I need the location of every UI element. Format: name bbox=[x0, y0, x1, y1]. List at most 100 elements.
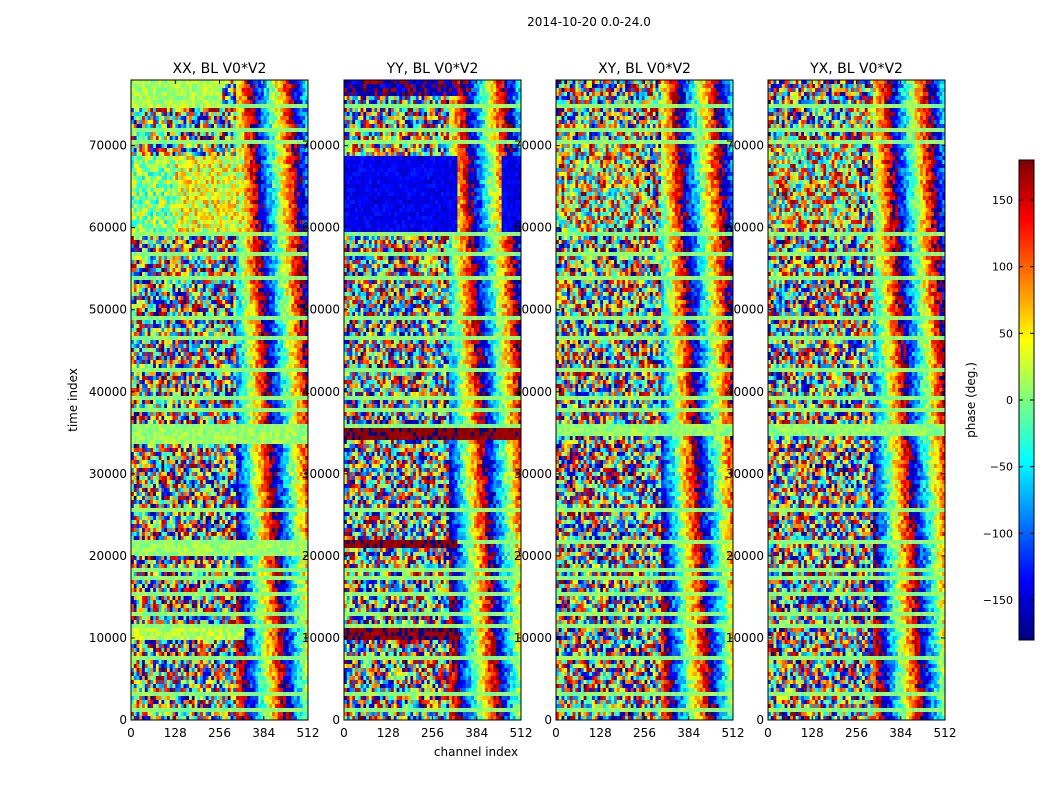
heatmap-cell bbox=[208, 148, 211, 152]
heatmap-cell bbox=[267, 132, 270, 136]
heatmap-cell bbox=[178, 120, 181, 124]
heatmap-cell bbox=[239, 132, 242, 136]
heatmap-cell bbox=[186, 144, 189, 148]
heatmap-cell bbox=[275, 112, 278, 116]
heatmap-cell bbox=[294, 124, 297, 128]
heatmap-cell bbox=[159, 128, 162, 132]
heatmap-cell bbox=[159, 96, 162, 100]
heatmap-cell bbox=[208, 108, 211, 112]
heatmap-cell bbox=[236, 88, 239, 92]
heatmap-cell bbox=[186, 136, 189, 140]
heatmap-cell bbox=[222, 92, 225, 96]
heatmap-cell bbox=[137, 112, 140, 116]
heatmap-cell bbox=[228, 144, 231, 148]
heatmap-cell bbox=[161, 120, 164, 124]
heatmap-cell bbox=[233, 104, 236, 108]
heatmap-cell bbox=[164, 96, 167, 100]
heatmap-cell bbox=[242, 80, 245, 84]
heatmap-cell bbox=[211, 100, 214, 104]
heatmap-cell bbox=[253, 132, 256, 136]
heatmap-cell bbox=[250, 116, 253, 120]
heatmap-cell bbox=[170, 108, 173, 112]
heatmap-cell bbox=[275, 92, 278, 96]
heatmap-cell bbox=[186, 84, 189, 88]
heatmap-cell bbox=[137, 84, 140, 88]
heatmap-cell bbox=[300, 120, 303, 124]
heatmap-cell bbox=[220, 88, 223, 92]
heatmap-cell bbox=[167, 112, 170, 116]
heatmap-cell bbox=[172, 96, 175, 100]
heatmap-cell bbox=[233, 92, 236, 96]
heatmap-cell bbox=[272, 136, 275, 140]
heatmap-cell bbox=[278, 104, 281, 108]
heatmap-cell bbox=[145, 120, 148, 124]
heatmap-cell bbox=[164, 132, 167, 136]
heatmap-cell bbox=[175, 96, 178, 100]
heatmap-cell bbox=[269, 148, 272, 152]
heatmap-cell bbox=[175, 144, 178, 148]
heatmap-cell bbox=[192, 140, 195, 144]
heatmap-cell bbox=[178, 132, 181, 136]
heatmap-cell bbox=[142, 108, 145, 112]
heatmap-cell bbox=[269, 136, 272, 140]
heatmap-cell bbox=[233, 140, 236, 144]
heatmap-cell bbox=[200, 124, 203, 128]
heatmap-cell bbox=[164, 140, 167, 144]
heatmap-cell bbox=[161, 140, 164, 144]
heatmap-cell bbox=[137, 132, 140, 136]
heatmap-cell bbox=[283, 84, 286, 88]
heatmap-cell bbox=[134, 92, 137, 96]
heatmap-cell bbox=[186, 112, 189, 116]
heatmap-cell bbox=[278, 96, 281, 100]
heatmap-cell bbox=[225, 92, 228, 96]
heatmap-cell bbox=[139, 92, 142, 96]
heatmap-cell bbox=[148, 96, 151, 100]
heatmap-cell bbox=[139, 100, 142, 104]
heatmap-cell bbox=[267, 120, 270, 124]
heatmap-cell bbox=[159, 116, 162, 120]
heatmap-cell bbox=[222, 84, 225, 88]
heatmap-cell bbox=[150, 144, 153, 148]
heatmap-cell bbox=[170, 116, 173, 120]
heatmap-cell bbox=[186, 92, 189, 96]
heatmap-cell bbox=[184, 128, 187, 132]
heatmap-cell bbox=[250, 104, 253, 108]
heatmap-cell bbox=[239, 128, 242, 132]
heatmap-cell bbox=[272, 148, 275, 152]
heatmap-cell bbox=[167, 108, 170, 112]
heatmap-cell bbox=[161, 108, 164, 112]
heatmap-cell bbox=[192, 84, 195, 88]
heatmap-cell bbox=[189, 124, 192, 128]
heatmap-cell bbox=[145, 84, 148, 88]
heatmap-cell bbox=[233, 132, 236, 136]
heatmap-cell bbox=[228, 116, 231, 120]
heatmap-cell bbox=[267, 108, 270, 112]
heatmap-cell bbox=[302, 120, 305, 124]
heatmap-cell bbox=[181, 128, 184, 132]
heatmap-cell bbox=[255, 136, 258, 140]
heatmap-cell bbox=[148, 112, 151, 116]
heatmap-cell bbox=[145, 104, 148, 108]
heatmap-cell bbox=[153, 108, 156, 112]
heatmap-cell bbox=[206, 140, 209, 144]
heatmap-cell bbox=[228, 104, 231, 108]
heatmap-cell bbox=[275, 88, 278, 92]
heatmap-cell bbox=[267, 88, 270, 92]
heatmap-cell bbox=[184, 108, 187, 112]
heatmap-cell bbox=[161, 128, 164, 132]
heatmap-cell bbox=[300, 80, 303, 84]
heatmap-cell bbox=[156, 132, 159, 136]
heatmap-cell bbox=[195, 108, 198, 112]
heatmap-cell bbox=[156, 120, 159, 124]
heatmap-cell bbox=[255, 104, 258, 108]
heatmap-cell bbox=[170, 92, 173, 96]
heatmap-cell bbox=[258, 100, 261, 104]
heatmap-cell bbox=[275, 124, 278, 128]
heatmap-cell bbox=[222, 80, 225, 84]
heatmap-cell bbox=[225, 96, 228, 100]
heatmap-cell bbox=[247, 84, 250, 88]
heatmap-cell bbox=[247, 124, 250, 128]
heatmap-cell bbox=[153, 120, 156, 124]
heatmap-cell bbox=[228, 84, 231, 88]
heatmap-cell bbox=[258, 128, 261, 132]
